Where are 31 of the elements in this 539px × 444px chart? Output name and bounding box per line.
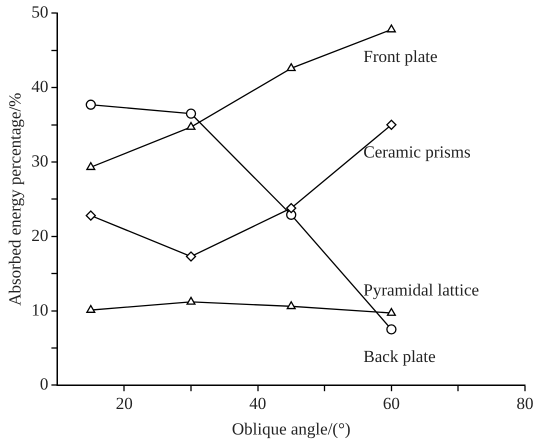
x-tick-label: 20	[116, 394, 133, 413]
point	[86, 210, 96, 221]
point	[286, 63, 296, 72]
point	[386, 120, 397, 130]
point	[186, 296, 196, 305]
y-axis-title: Absorbed energy percentage/%	[6, 92, 25, 306]
point	[186, 122, 196, 130]
point	[86, 304, 96, 313]
x-tick-label: 40	[249, 394, 266, 413]
y-tick-label: 40	[31, 77, 48, 96]
x-tick-label: 80	[516, 394, 534, 413]
point	[186, 251, 196, 262]
x-tick-label: 60	[382, 394, 400, 413]
series-label: Ceramic prisms	[363, 142, 471, 162]
series-label: Back plate	[363, 346, 436, 366]
y-tick-label: 0	[40, 374, 48, 394]
point	[386, 308, 396, 316]
y-tick-label: 50	[31, 2, 48, 22]
series-label: Front plate	[363, 47, 438, 66]
y-tick-label: 30	[31, 151, 48, 170]
point	[86, 100, 96, 110]
point	[86, 162, 96, 170]
point	[286, 202, 296, 214]
point	[286, 301, 296, 310]
point	[386, 324, 397, 335]
y-tick-label: 20	[31, 226, 48, 245]
y-tick-label: 10	[31, 300, 48, 320]
point	[386, 24, 396, 32]
series-label: Pyramidal lattice	[363, 280, 480, 300]
x-axis-title: Oblique angle/(°)	[232, 419, 351, 438]
point	[186, 108, 196, 119]
